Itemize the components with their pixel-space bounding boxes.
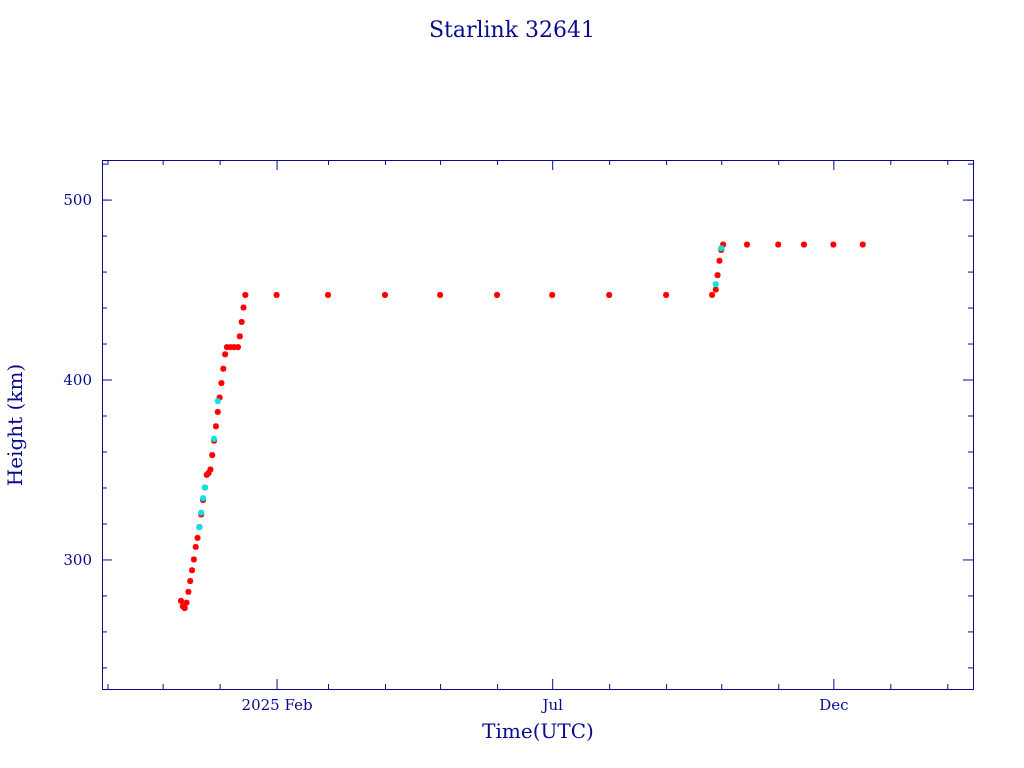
x-tick-label: 2025 Feb [242,696,313,714]
data-point [238,318,245,325]
data-point [183,599,190,606]
data-point [200,495,207,502]
data-point [190,556,197,563]
y-tick-label: 500 [63,191,92,209]
data-point [189,567,196,574]
axis-ticks [102,160,973,689]
data-point [714,272,721,279]
data-point [549,291,556,298]
data-point [178,597,185,604]
data-point [234,344,241,351]
data-point [201,484,208,491]
data-point [181,605,188,612]
tick-labels: 2025 Feb Jul Dec 300 400 500 [63,191,848,714]
data-point [663,291,670,298]
data-point [187,578,194,585]
data-point [606,291,613,298]
x-tick-label: Jul [540,696,563,714]
data-point [273,291,280,298]
data-point [743,241,750,248]
data-point [712,286,719,293]
data-point [212,423,219,430]
data-point [185,588,192,595]
data-point [381,291,388,298]
data-point [218,380,225,387]
data-point [859,241,866,248]
data-point [207,466,214,473]
data-point [800,241,807,248]
y-tick-label: 300 [63,551,92,569]
data-point [192,543,199,550]
data-point [712,281,719,288]
data-point [830,241,837,248]
data-point [220,365,227,372]
data-point [194,534,201,541]
data-point [198,509,205,516]
data-point [775,241,782,248]
plot-frame [102,160,974,690]
data-points [178,241,866,612]
data-point [437,291,444,298]
data-point [222,351,229,358]
data-point [214,398,221,405]
chart-title: Starlink 32641 [429,18,595,43]
data-point [211,435,218,442]
data-point [214,408,221,415]
data-point [494,291,501,298]
data-point [242,291,249,298]
data-point [236,333,243,340]
data-point [325,291,332,298]
y-axis-label: Height (km) [3,364,27,486]
x-tick-label: Dec [819,696,848,714]
data-point [709,291,716,298]
data-point [716,257,723,264]
data-point [240,304,247,311]
y-tick-label: 400 [63,371,92,389]
x-axis-label: Time(UTC) [482,719,594,743]
data-point [209,452,216,459]
data-point [196,524,203,531]
data-point [718,245,725,252]
